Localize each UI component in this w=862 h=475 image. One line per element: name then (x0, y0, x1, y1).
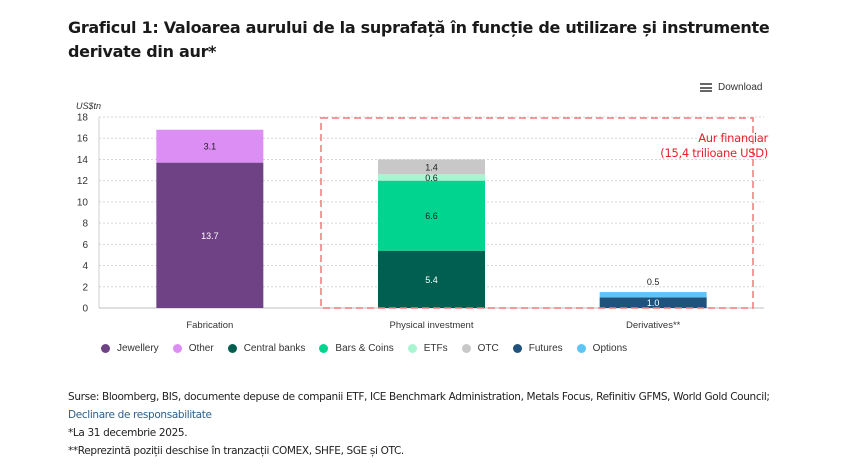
bar-segment-otc (378, 159, 485, 175)
data-label: 1.4 (425, 162, 438, 172)
legend-item-other[interactable]: Other (172, 343, 214, 354)
legend-label: Bars & Coins (335, 343, 394, 354)
download-button[interactable]: Download (700, 82, 762, 93)
y-tick-label: 6 (82, 240, 88, 251)
chart-footer: Surse: Bloomberg, BIS, documente depuse … (68, 388, 770, 460)
legend-label: OTC (477, 343, 499, 354)
financial-gold-highlight-box (320, 117, 754, 309)
annotation-text: Aur financiar (698, 131, 768, 145)
legend-label: Central banks (243, 343, 306, 354)
y-tick-label: 4 (82, 261, 88, 272)
legend-item-central-banks[interactable]: Central banks (227, 343, 306, 354)
legend-dot-icon (227, 344, 237, 353)
bar-segment-etfs (378, 174, 485, 181)
data-label: 1.0 (647, 298, 660, 308)
chart-legend: Jewellery Other Central banks Bars & Coins E… (101, 343, 641, 354)
y-tick-label: 8 (82, 219, 88, 230)
legend-item-etfs[interactable]: ETFs (407, 343, 448, 354)
legend-dot-icon (172, 344, 182, 353)
legend-label: Other (188, 343, 214, 354)
data-label: 0.6 (425, 173, 438, 183)
legend-dot-icon (576, 344, 586, 353)
legend-label: ETFs (423, 343, 448, 354)
footnote-date: *La 31 decembrie 2025. (68, 427, 188, 439)
legend-dot-icon (319, 344, 329, 353)
y-tick-label: 14 (77, 155, 89, 166)
legend-item-futures[interactable]: Futures (512, 343, 563, 354)
y-tick-label: 16 (77, 134, 89, 145)
legend-label: Futures (528, 343, 563, 354)
data-label: 3.1 (204, 142, 217, 152)
legend-item-jewellery[interactable]: Jewellery (101, 343, 159, 354)
legend-dot-icon (461, 344, 471, 353)
y-tick-label: 0 (82, 304, 88, 315)
legend-item-options[interactable]: Options (576, 343, 628, 354)
data-label: 0.5 (647, 277, 660, 287)
x-tick-label: Fabrication (186, 320, 233, 331)
menu-icon (700, 83, 712, 92)
legend-item-otc[interactable]: OTC (461, 343, 499, 354)
x-tick-label: Physical investment (390, 320, 474, 331)
chart-title: Graficul 1: Valoarea aurului de la supra… (68, 18, 770, 61)
disclaimer-link[interactable]: Declinare de responsabilitate (68, 409, 212, 421)
annotation-text: (15,4 trilioane USD) (660, 146, 768, 160)
x-tick-label: Derivatives** (626, 320, 681, 331)
y-axis-label: US$tn (76, 101, 101, 111)
legend-dot-icon (512, 344, 522, 353)
legend-dot-icon (101, 344, 110, 353)
bar-segment-jewellery (156, 162, 264, 308)
data-label: 5.4 (425, 275, 438, 285)
bar-segment-central-banks (378, 250, 485, 308)
sources-text: Surse: Bloomberg, BIS, documente depuse … (68, 391, 770, 403)
bar-segment-other (156, 129, 264, 163)
download-label: Download (718, 82, 763, 93)
stacked-bar-chart: US$tn 0 2 4 6 8 10 12 14 16 18 13.7 3.1 5.4 6.6 0.61.4 1… (76, 101, 769, 331)
data-label: 6.6 (425, 211, 438, 221)
y-tick-label: 18 (77, 113, 89, 124)
legend-dot-icon (407, 344, 417, 353)
legend-label: Options (592, 343, 628, 354)
y-tick-label: 10 (77, 197, 89, 208)
footnote-derivatives: **Reprezintă poziții deschise în tranzac… (68, 445, 404, 457)
bar-segment-bars-coins (378, 180, 485, 251)
legend-label: Jewellery (117, 343, 159, 354)
y-tick-label: 2 (82, 282, 88, 293)
legend-item-bars-coins[interactable]: Bars & Coins (319, 343, 394, 354)
y-tick-label: 12 (77, 176, 89, 187)
bar-segment-options (599, 292, 707, 298)
bar-segment-futures (599, 297, 707, 308)
data-label: 13.7 (201, 231, 219, 241)
